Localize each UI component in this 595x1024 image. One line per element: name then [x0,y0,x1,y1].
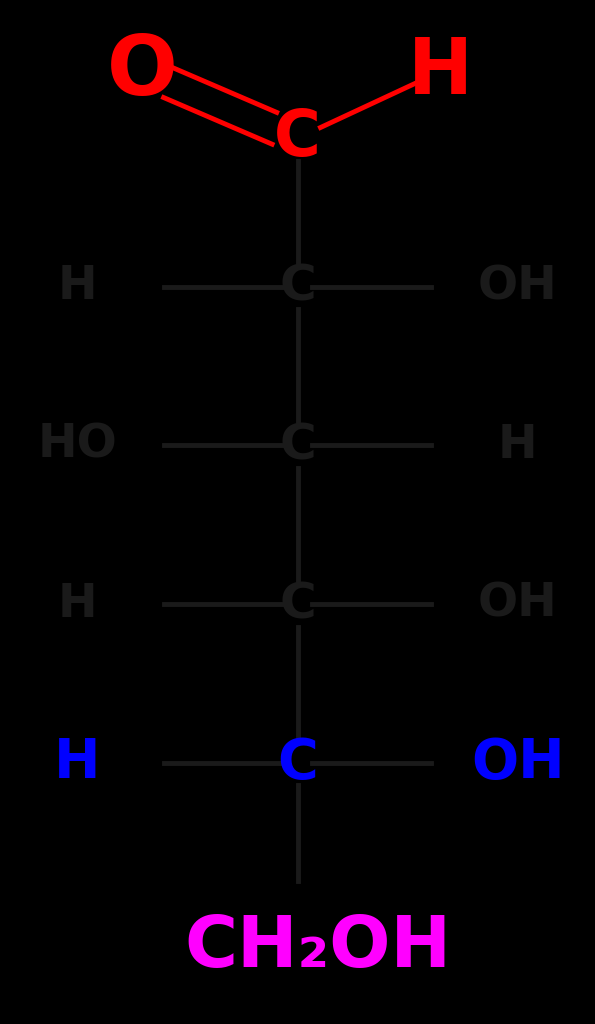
Text: OH: OH [478,264,558,309]
Text: C: C [279,263,316,310]
Text: H: H [58,582,97,627]
Text: C: C [277,736,318,790]
Text: C: C [274,108,321,169]
Text: H: H [408,34,473,110]
Text: CH₂OH: CH₂OH [185,912,452,982]
Text: OH: OH [471,736,565,790]
Text: C: C [279,581,316,628]
Text: H: H [498,423,537,468]
Text: C: C [279,422,316,469]
Text: O: O [107,31,178,113]
Text: H: H [54,736,101,790]
Text: OH: OH [478,582,558,627]
Text: H: H [58,264,97,309]
Text: HO: HO [37,423,117,468]
